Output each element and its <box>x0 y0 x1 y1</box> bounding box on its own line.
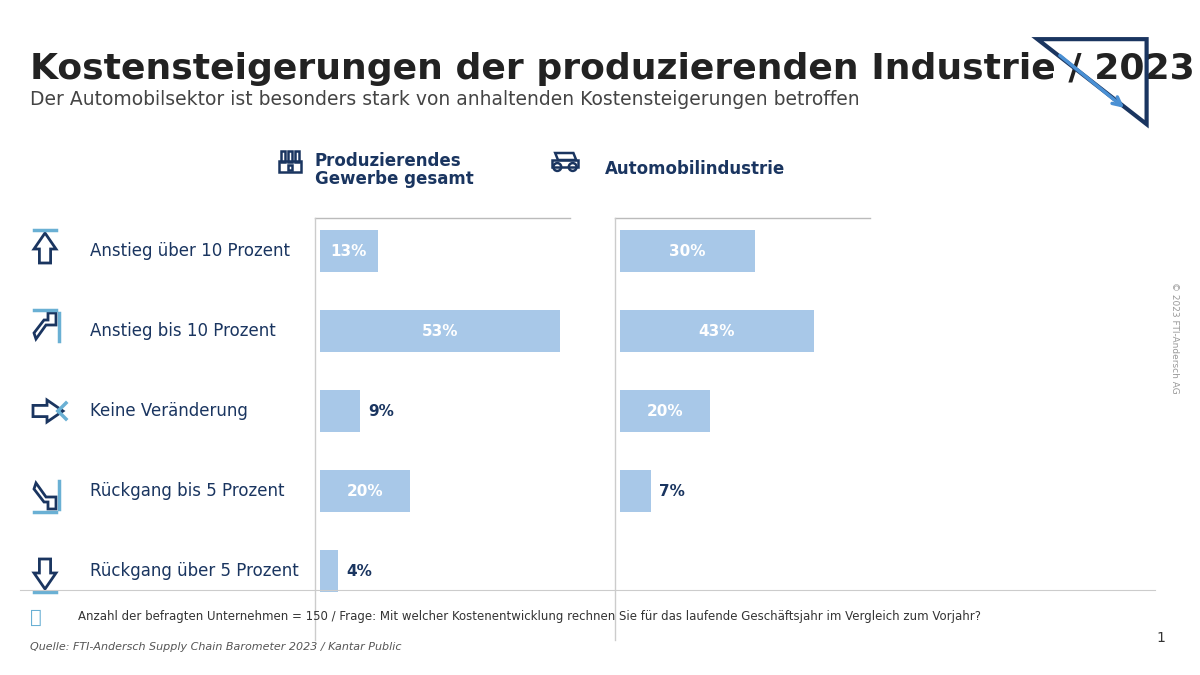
Text: 4%: 4% <box>346 564 372 578</box>
Text: Quelle: FTI-Andersch Supply Chain Barometer 2023 / Kantar Public: Quelle: FTI-Andersch Supply Chain Barome… <box>30 642 402 652</box>
Text: 53%: 53% <box>421 323 458 338</box>
Text: 20%: 20% <box>347 483 383 499</box>
Bar <box>320 310 560 352</box>
Bar <box>320 550 338 592</box>
Text: 7%: 7% <box>659 483 685 499</box>
Text: 20%: 20% <box>647 404 683 418</box>
Text: 👥: 👥 <box>30 608 42 627</box>
Text: Anstieg über 10 Prozent: Anstieg über 10 Prozent <box>90 242 290 260</box>
Text: 43%: 43% <box>698 323 736 338</box>
Text: Rückgang bis 5 Prozent: Rückgang bis 5 Prozent <box>90 482 284 500</box>
Bar <box>620 310 814 352</box>
Text: Automobilindustrie: Automobilindustrie <box>605 160 785 178</box>
Text: 9%: 9% <box>368 404 394 418</box>
Text: 30%: 30% <box>670 244 706 259</box>
Text: Anstieg bis 10 Prozent: Anstieg bis 10 Prozent <box>90 322 276 340</box>
Bar <box>288 165 292 170</box>
Text: Kostensteigerungen der produzierenden Industrie / 2023: Kostensteigerungen der produzierenden In… <box>30 52 1195 86</box>
Text: Produzierendes: Produzierendes <box>314 152 462 170</box>
Text: Gewerbe gesamt: Gewerbe gesamt <box>314 170 474 188</box>
Bar <box>288 151 292 161</box>
Bar <box>320 470 410 512</box>
Text: 13%: 13% <box>331 244 367 259</box>
Text: © 2023 FTI-Andersch AG: © 2023 FTI-Andersch AG <box>1170 282 1180 394</box>
Bar <box>320 230 378 272</box>
Text: Der Automobilsektor ist besonders stark von anhaltenden Kostensteigerungen betro: Der Automobilsektor ist besonders stark … <box>30 90 859 109</box>
Bar <box>552 160 577 167</box>
Text: Keine Veränderung: Keine Veränderung <box>90 402 248 420</box>
Bar <box>281 151 284 161</box>
Text: Rückgang über 5 Prozent: Rückgang über 5 Prozent <box>90 562 299 580</box>
Bar <box>620 390 710 432</box>
Text: Anzahl der befragten Unternehmen = 150 / Frage: Mit welcher Kostenentwicklung re: Anzahl der befragten Unternehmen = 150 /… <box>78 610 982 623</box>
Bar <box>620 470 650 512</box>
Bar <box>295 151 299 161</box>
Bar <box>620 230 755 272</box>
Bar <box>278 161 301 172</box>
Text: 1: 1 <box>1156 631 1165 645</box>
Bar <box>320 390 360 432</box>
